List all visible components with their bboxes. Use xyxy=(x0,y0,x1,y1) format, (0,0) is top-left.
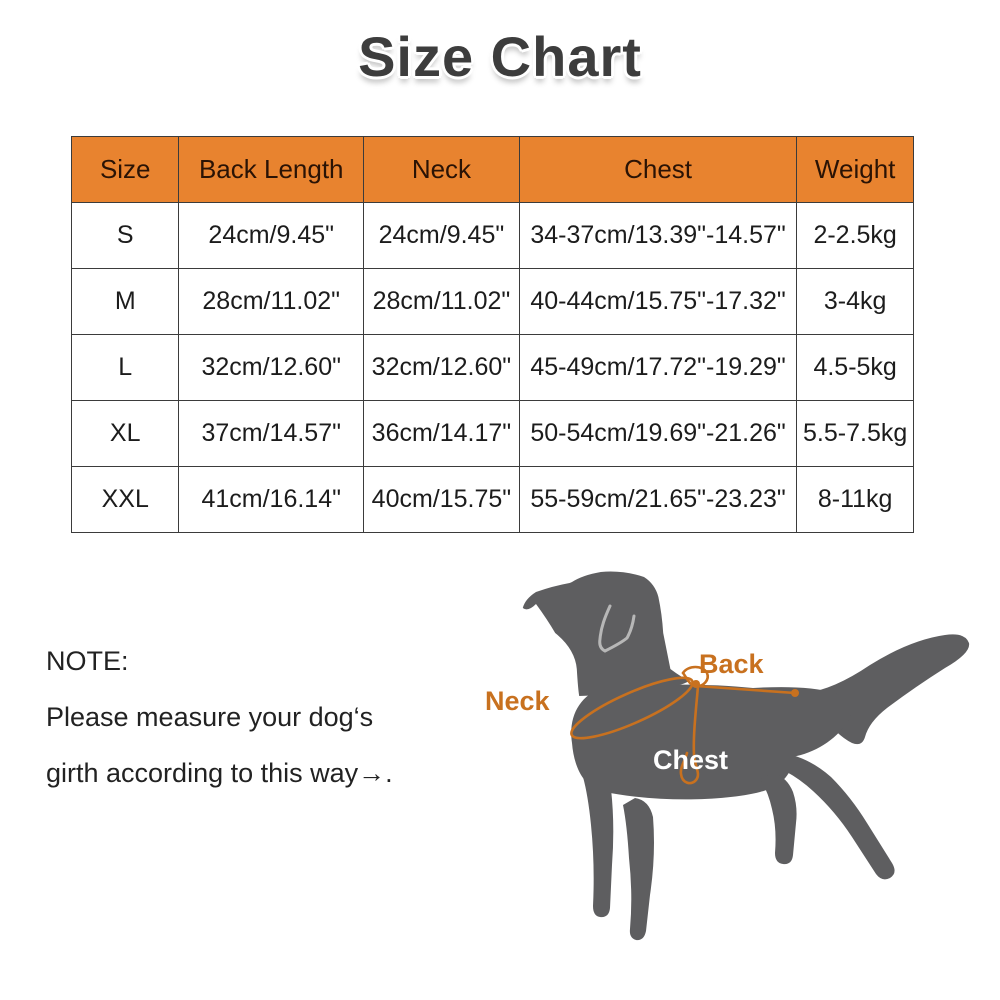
svg-text:Back: Back xyxy=(699,649,765,679)
svg-text:Neck: Neck xyxy=(485,686,551,716)
svg-text:Chest: Chest xyxy=(653,745,728,775)
